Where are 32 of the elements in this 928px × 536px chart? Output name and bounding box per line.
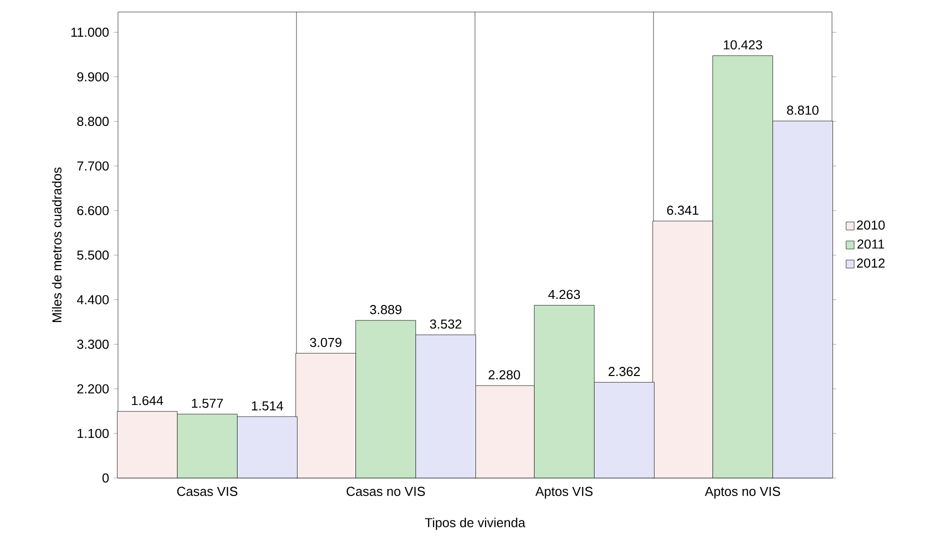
- legend-label: 2010: [856, 220, 885, 230]
- y-tick-label: 3.300: [77, 340, 109, 349]
- data-label: 6.341: [667, 206, 698, 215]
- legend-label: 2012: [856, 258, 885, 268]
- data-label: 2.362: [608, 366, 640, 376]
- data-label: 3.889: [370, 305, 402, 314]
- y-tick-label: 2.200: [77, 384, 109, 394]
- y-tick-label: 9.900: [77, 72, 109, 82]
- legend-label: 2011: [857, 239, 884, 249]
- y-tick-label: 6.600: [77, 206, 109, 216]
- data-label: 1.514: [252, 401, 284, 410]
- data-label: 1.577: [192, 398, 223, 408]
- y-tick-label: 0: [102, 473, 109, 483]
- y-tick-label: 1.100: [78, 428, 109, 438]
- data-label: 3.079: [310, 338, 342, 348]
- data-label: 4.263: [548, 290, 580, 300]
- y-tick-label: 7.700: [77, 161, 109, 171]
- x-tick-label: Casas VIS: [177, 486, 238, 496]
- y-axis-title: Miles de metros cuadrados: [52, 167, 62, 322]
- y-tick-label: 4.400: [76, 295, 109, 304]
- x-axis-title: Tipos de vivienda: [424, 518, 526, 530]
- data-label: 3.532: [430, 319, 462, 329]
- x-tick-label: Aptos no VIS: [704, 486, 780, 499]
- data-label: 8.810: [787, 106, 819, 115]
- data-label: 10.423: [724, 40, 762, 50]
- y-tick-label: 5.500: [77, 250, 109, 260]
- data-label: 2.280: [488, 370, 520, 380]
- data-label: 1.644: [132, 396, 164, 406]
- y-tick-label: 8.800: [77, 116, 109, 126]
- x-tick-label: Casas no VIS: [346, 486, 425, 496]
- y-tick-label: 11.000: [71, 28, 109, 37]
- x-tick-label: Aptos VIS: [535, 486, 593, 499]
